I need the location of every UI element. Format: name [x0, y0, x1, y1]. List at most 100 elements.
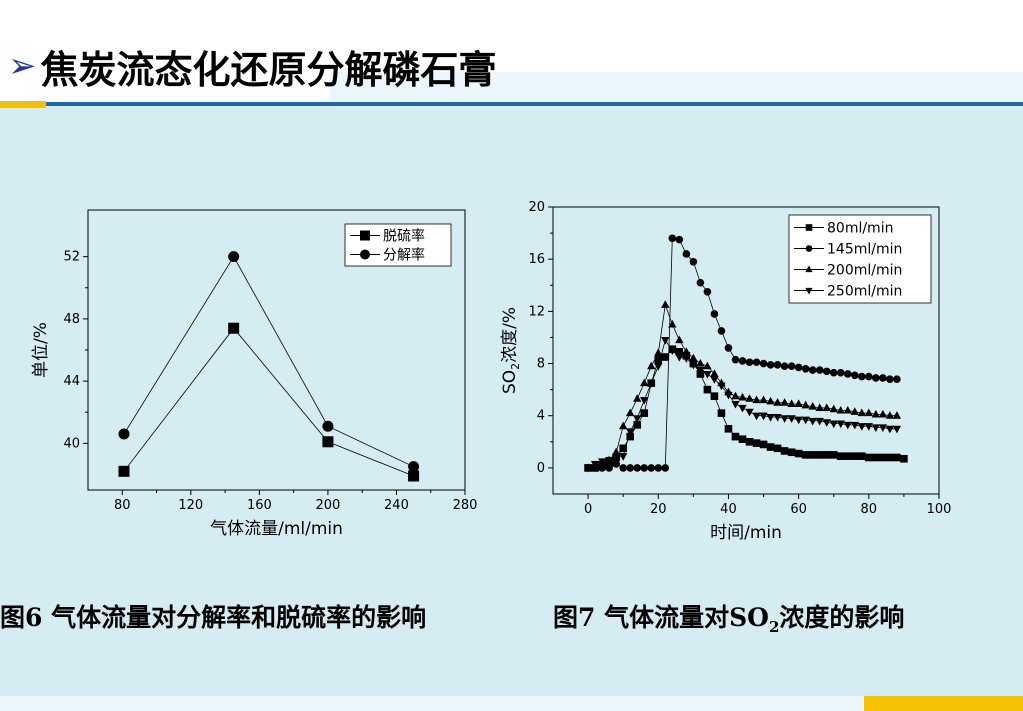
series-line [123, 255, 414, 468]
data-point [118, 465, 130, 477]
data-point [654, 363, 663, 371]
series-line [123, 327, 414, 477]
legend-marker [805, 265, 813, 273]
data-point [322, 436, 334, 448]
data-point [696, 367, 705, 375]
data-point [787, 448, 796, 457]
gold-accent-bar [0, 101, 46, 108]
data-point [766, 443, 775, 451]
data-point [689, 257, 698, 266]
data-point [892, 425, 902, 434]
data-point [836, 420, 845, 429]
y-axis-label-main: SO [500, 370, 520, 394]
slide-title-text: 焦炭流态化还原分解磷石膏 [40, 47, 497, 92]
data-point [773, 398, 782, 406]
data-point [885, 411, 895, 419]
data-point [829, 368, 838, 377]
data-point [731, 432, 740, 441]
data-point [801, 451, 810, 459]
data-point [682, 347, 691, 355]
y-tick-label: 4 [537, 409, 545, 424]
data-point [322, 420, 334, 432]
data-point [900, 454, 908, 463]
y-tick-label: 52 [63, 250, 80, 265]
data-point [717, 327, 726, 335]
legend-marker [805, 245, 813, 252]
data-point [619, 464, 627, 472]
data-point [661, 464, 670, 472]
x-tick-label: 100 [927, 502, 952, 517]
y-tick-label: 0 [537, 461, 545, 476]
data-point [766, 413, 775, 422]
data-point [605, 464, 613, 472]
data-point [408, 470, 420, 482]
x-axis-label: 时间/min [710, 523, 782, 543]
data-point [822, 367, 831, 376]
data-point [822, 419, 831, 427]
data-point [654, 464, 663, 472]
data-point [738, 357, 747, 365]
data-point [836, 405, 845, 414]
x-tick-label: 120 [178, 498, 203, 513]
data-point [626, 464, 634, 472]
data-point [829, 420, 838, 429]
data-point [864, 408, 873, 417]
data-point [878, 424, 888, 433]
figure-7-caption-sub: 2 [768, 618, 780, 636]
data-point [815, 366, 824, 374]
data-point [717, 382, 726, 391]
data-point [822, 403, 831, 411]
data-point [864, 423, 873, 431]
data-point [879, 374, 887, 382]
data-point [710, 392, 719, 400]
series-line [588, 304, 897, 469]
data-point [619, 444, 627, 453]
chart-so2-concentration: 0 20 40 60 80 100 0 4 8 12 16 20 80ml/min 145ml/min 20… [500, 200, 952, 543]
data-point [626, 408, 635, 417]
data-point [703, 361, 712, 370]
data-point [829, 451, 838, 459]
data-point [752, 358, 761, 367]
data-point [689, 353, 698, 362]
data-point [724, 424, 733, 433]
data-point [703, 370, 712, 379]
y-tick-label: 48 [63, 312, 80, 327]
data-point [808, 402, 817, 410]
data-point [640, 464, 649, 472]
data-point [703, 287, 712, 296]
x-tick-label: 80 [114, 498, 131, 513]
data-point [640, 397, 649, 405]
data-point [843, 405, 852, 414]
data-point [780, 447, 789, 455]
data-point [752, 412, 761, 421]
plot-frame [552, 206, 940, 495]
figure-7-caption-prefix: 图7 气体流量对SO [553, 603, 769, 632]
data-point [871, 424, 881, 433]
data-point [738, 392, 747, 401]
x-tick-label: 0 [584, 502, 592, 517]
data-point [647, 464, 656, 472]
data-point [647, 361, 656, 370]
data-point [689, 361, 698, 370]
data-point [633, 394, 642, 402]
data-point [759, 440, 768, 449]
legend-marker [805, 224, 813, 231]
data-point [822, 451, 831, 459]
data-point [808, 451, 817, 459]
series-4 [583, 337, 902, 473]
data-point [872, 453, 880, 462]
data-point [583, 464, 593, 473]
data-point [787, 362, 796, 370]
blue-divider-line [46, 102, 1023, 106]
data-point [675, 335, 684, 344]
data-point [794, 449, 803, 458]
legend-marker [360, 249, 370, 260]
data-point [661, 353, 670, 361]
data-point [885, 425, 895, 434]
legend-marker [360, 230, 370, 241]
data-point [611, 447, 621, 456]
data-point [773, 444, 782, 453]
data-point [815, 417, 824, 426]
data-point [886, 453, 894, 462]
data-point [724, 391, 733, 400]
